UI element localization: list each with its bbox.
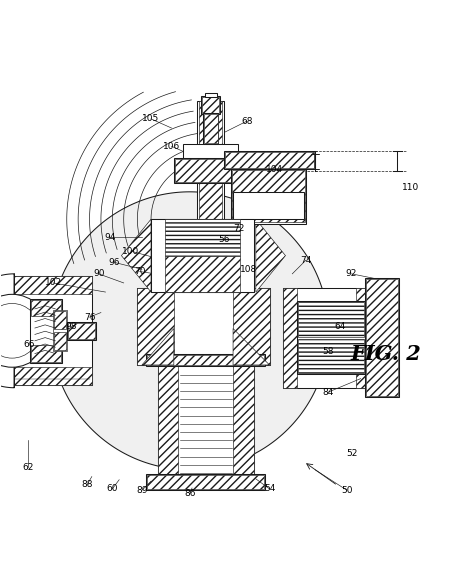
Bar [148,475,264,489]
Polygon shape [256,219,286,292]
Text: 89: 89 [136,486,148,494]
Text: 58: 58 [322,347,334,356]
Bar [54,332,66,350]
Bar [365,278,399,397]
Text: 110: 110 [402,183,420,192]
Text: 54: 54 [264,484,275,493]
Bar [31,300,61,316]
Text: 84: 84 [322,388,334,397]
Text: 76: 76 [84,313,96,321]
Bar [147,474,265,490]
Bar [233,192,303,219]
Bar [12,276,92,385]
Bar [283,288,370,388]
Bar [197,101,224,224]
Bar [224,151,315,169]
Bar [203,113,218,144]
Bar [202,97,219,113]
Text: 102: 102 [44,278,62,288]
Bar [201,96,220,114]
Bar [158,361,178,488]
Bar [12,367,92,385]
Circle shape [0,294,48,367]
Bar [165,219,240,256]
Bar [138,288,270,365]
Polygon shape [0,274,14,388]
Bar [67,321,96,340]
Bar [203,219,254,292]
Bar [297,301,365,374]
Bar [158,361,254,488]
Polygon shape [51,192,329,470]
Bar [175,159,248,182]
Bar [148,355,264,365]
Text: 74: 74 [300,256,312,264]
Bar [174,158,249,183]
Polygon shape [122,219,151,292]
Bar [183,144,238,158]
Text: 88: 88 [81,480,93,489]
Bar [54,311,66,329]
Polygon shape [356,288,370,388]
Bar [233,361,254,488]
Polygon shape [283,288,297,388]
Bar [138,288,174,365]
Text: 94: 94 [104,233,116,242]
Text: 52: 52 [346,449,357,458]
Bar [199,101,222,221]
Bar [30,299,62,363]
Bar [53,310,67,351]
Bar [151,219,201,292]
Text: 100: 100 [122,247,139,255]
Bar [298,339,364,373]
Bar [12,276,92,294]
Bar [298,302,364,337]
Bar [225,152,314,168]
Text: 68: 68 [241,117,252,126]
Text: 64: 64 [335,322,346,331]
Bar [165,256,240,292]
Text: 66: 66 [24,340,35,349]
Text: 86: 86 [184,489,196,499]
Text: 62: 62 [22,463,34,472]
Text: FIG. 2: FIG. 2 [351,344,421,363]
Text: 70: 70 [134,267,145,276]
Text: 60: 60 [106,484,118,493]
Bar [232,170,304,223]
Text: 90: 90 [93,269,104,278]
Circle shape [0,304,39,358]
Text: 104: 104 [266,164,282,174]
Text: 56: 56 [218,235,230,244]
Text: 106: 106 [163,142,180,151]
Bar [147,354,265,366]
Text: 96: 96 [109,258,120,267]
Bar [205,93,217,97]
Text: 72: 72 [233,224,244,233]
Bar [366,279,399,396]
Bar [204,114,218,143]
Bar [233,288,270,365]
Text: 105: 105 [143,114,159,124]
Bar [151,219,254,292]
Text: 108: 108 [240,264,258,274]
Text: 50: 50 [341,486,353,494]
Bar [231,169,306,224]
Text: 92: 92 [346,269,357,278]
Text: 98: 98 [65,322,77,331]
Polygon shape [142,328,174,365]
Polygon shape [233,328,270,365]
Bar [68,323,96,339]
Bar [31,346,61,362]
